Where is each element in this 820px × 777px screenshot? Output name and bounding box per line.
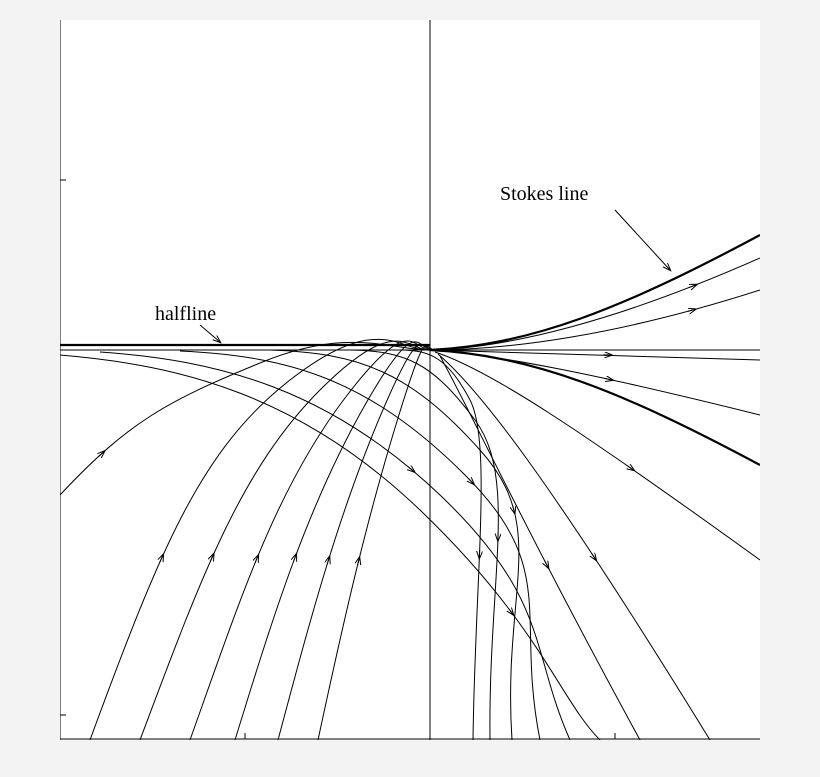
stokes-pointer bbox=[615, 210, 670, 270]
flowline-down-arrow bbox=[513, 505, 515, 513]
flowline-up-arrow bbox=[255, 555, 258, 562]
stokes-label: Stokes line bbox=[500, 183, 588, 205]
flowline-right-arrow bbox=[689, 285, 696, 288]
flowline-down bbox=[400, 350, 481, 740]
halfline-pointer bbox=[200, 325, 220, 342]
flowline-right bbox=[430, 350, 760, 415]
flowline-up-arrow bbox=[327, 557, 329, 565]
flowline-down bbox=[270, 350, 519, 740]
flowline-right-arrow bbox=[627, 466, 634, 471]
flowline-up bbox=[278, 344, 438, 740]
flowline-right bbox=[438, 354, 710, 740]
flowline-down-arrow bbox=[468, 478, 474, 484]
flowline-up-arrow bbox=[210, 554, 213, 561]
flowline-right-arrow bbox=[605, 378, 613, 380]
flowline-up-arrow bbox=[98, 451, 104, 456]
flowline-down bbox=[180, 351, 540, 740]
flowline-down bbox=[100, 352, 570, 740]
flowline-down-arrow bbox=[408, 467, 414, 472]
flowline-up bbox=[90, 339, 430, 740]
flowline-right-arrow bbox=[545, 561, 549, 568]
flowline-right bbox=[430, 258, 760, 350]
flowline-up-arrow bbox=[293, 554, 296, 561]
flowline-down-arrow bbox=[508, 608, 513, 614]
flowline-right-arrow bbox=[688, 309, 696, 311]
flowline-down bbox=[350, 350, 498, 740]
flowline-right-arrow bbox=[592, 553, 596, 560]
flow-curves bbox=[60, 258, 760, 740]
flowline-right bbox=[440, 356, 640, 740]
figure-canvas: halfline Stokes line bbox=[60, 20, 760, 740]
flowline-up bbox=[60, 342, 430, 495]
flowline-up-arrow bbox=[358, 558, 360, 566]
diagram-svg: halfline Stokes line bbox=[60, 20, 760, 740]
flow-arrows bbox=[98, 285, 696, 615]
labels: halfline Stokes line bbox=[155, 183, 670, 342]
halfline-label: halfline bbox=[155, 303, 216, 325]
flowline-right bbox=[435, 352, 760, 560]
flowline-up bbox=[140, 341, 432, 740]
flowline-up bbox=[190, 341, 434, 740]
flowline-up-arrow bbox=[160, 555, 163, 562]
